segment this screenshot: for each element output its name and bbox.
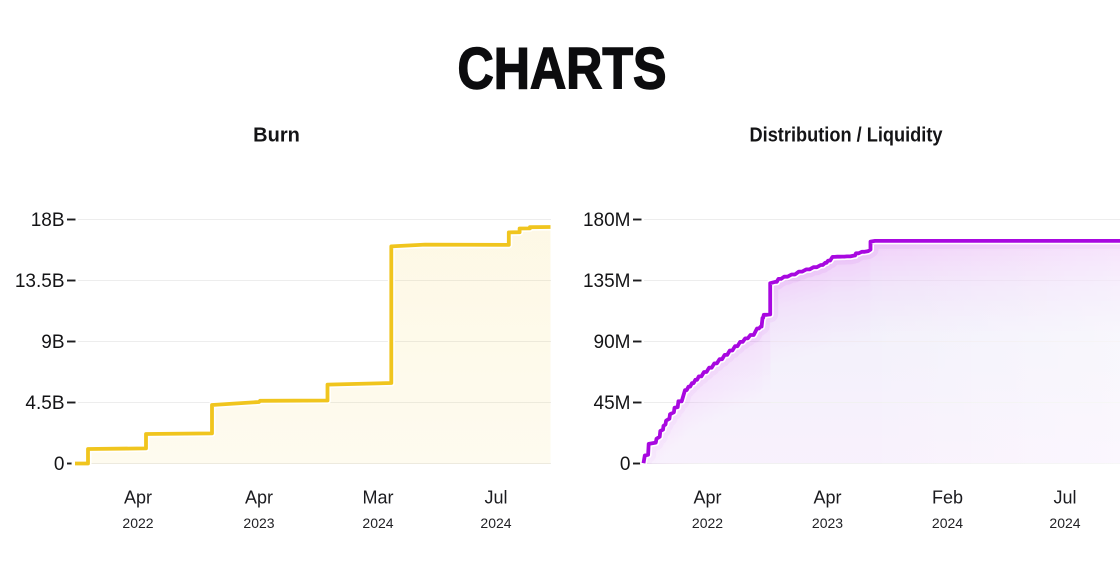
svg-text:Burn: Burn <box>253 125 300 147</box>
svg-text:Apr: Apr <box>813 488 841 508</box>
svg-text:2023: 2023 <box>812 515 843 531</box>
svg-text:13.5B: 13.5B <box>15 271 65 292</box>
svg-text:0: 0 <box>54 454 65 475</box>
svg-text:135M: 135M <box>583 271 631 292</box>
svg-text:Jul: Jul <box>484 488 507 508</box>
svg-text:2022: 2022 <box>692 515 723 531</box>
svg-text:Apr: Apr <box>124 488 152 508</box>
svg-text:2024: 2024 <box>1049 515 1080 531</box>
svg-text:Apr: Apr <box>245 488 273 508</box>
svg-text:2024: 2024 <box>362 515 393 531</box>
svg-text:2022: 2022 <box>122 515 153 531</box>
svg-text:Feb: Feb <box>932 488 963 508</box>
svg-text:9B: 9B <box>41 332 64 353</box>
svg-text:90M: 90M <box>594 332 631 353</box>
svg-text:Jul: Jul <box>1053 488 1076 508</box>
svg-text:0: 0 <box>620 454 631 475</box>
svg-text:Apr: Apr <box>693 488 721 508</box>
svg-text:18B: 18B <box>31 210 65 231</box>
svg-text:45M: 45M <box>594 393 631 414</box>
svg-text:4.5B: 4.5B <box>25 393 64 414</box>
svg-text:2023: 2023 <box>243 515 274 531</box>
svg-text:180M: 180M <box>583 210 631 231</box>
svg-text:Mar: Mar <box>363 488 394 508</box>
svg-text:Distribution / Liquidity: Distribution / Liquidity <box>750 125 944 147</box>
svg-text:2024: 2024 <box>480 515 511 531</box>
svg-text:2024: 2024 <box>932 515 963 531</box>
svg-text:CHARTS: CHARTS <box>458 37 667 102</box>
